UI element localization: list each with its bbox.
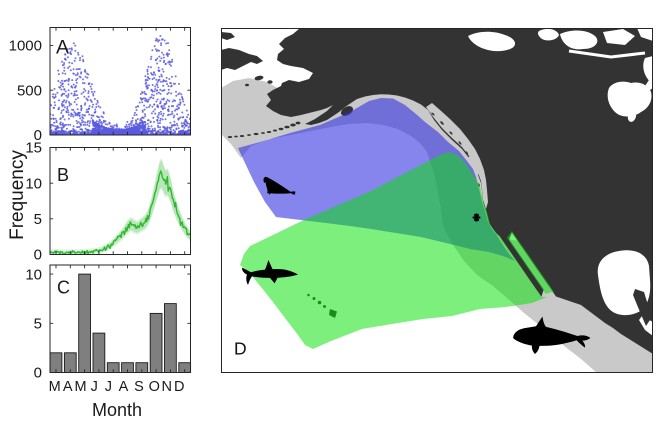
svg-text:M: M <box>49 379 61 395</box>
svg-text:0: 0 <box>34 247 42 264</box>
svg-text:0: 0 <box>34 365 42 382</box>
svg-text:500: 500 <box>17 82 42 99</box>
svg-text:5: 5 <box>34 211 42 228</box>
svg-text:J: J <box>105 379 112 395</box>
svg-text:A: A <box>63 379 73 395</box>
svg-text:D: D <box>234 339 247 359</box>
svg-text:N: N <box>162 379 172 395</box>
svg-text:15: 15 <box>25 140 42 157</box>
svg-text:J: J <box>91 379 98 395</box>
svg-text:B: B <box>57 165 69 185</box>
svg-text:10: 10 <box>25 175 42 192</box>
svg-text:S: S <box>134 379 144 395</box>
svg-text:D: D <box>174 379 184 395</box>
svg-text:C: C <box>57 278 70 298</box>
svg-text:1000: 1000 <box>9 38 42 55</box>
svg-text:10: 10 <box>25 266 42 283</box>
svg-text:A: A <box>119 379 129 395</box>
svg-text:Frequency: Frequency <box>7 150 28 240</box>
svg-text:Month: Month <box>92 400 142 420</box>
svg-text:O: O <box>149 379 160 395</box>
svg-text:A: A <box>56 37 69 59</box>
svg-text:0: 0 <box>34 127 42 144</box>
svg-text:5: 5 <box>34 316 42 333</box>
svg-text:M: M <box>74 379 86 395</box>
